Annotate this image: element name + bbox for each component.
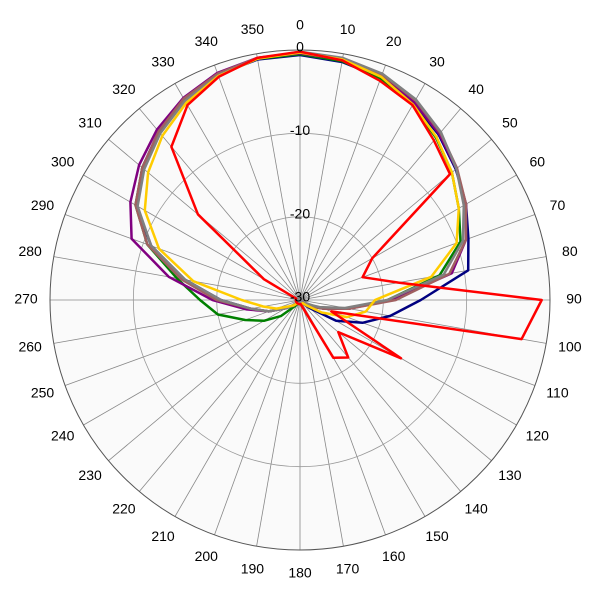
radius-tick-label: 0 bbox=[296, 39, 304, 55]
angle-tick-label: 250 bbox=[31, 384, 55, 400]
angle-tick-label: 300 bbox=[51, 154, 75, 170]
angle-tick-label: 220 bbox=[112, 501, 136, 517]
angle-tick-label: 260 bbox=[18, 338, 42, 354]
angle-tick-label: 190 bbox=[241, 561, 265, 577]
angle-tick-label: 290 bbox=[31, 197, 55, 213]
radial-grid-line bbox=[174, 299, 301, 517]
angle-tick-label: 170 bbox=[336, 561, 360, 577]
radial-grid-line bbox=[299, 299, 386, 536]
radial-grid-line bbox=[299, 299, 344, 547]
radial-grid-line bbox=[108, 299, 301, 462]
angle-tick-label: 120 bbox=[526, 428, 550, 444]
angle-tick-label: 230 bbox=[78, 467, 102, 483]
angle-tick-label: 180 bbox=[288, 565, 312, 581]
angle-tick-label: 70 bbox=[550, 197, 566, 213]
angle-tick-label: 20 bbox=[386, 33, 402, 49]
angle-tick-label: 310 bbox=[78, 115, 102, 131]
angle-tick-label: 150 bbox=[425, 528, 449, 544]
radial-grid-line bbox=[256, 53, 301, 301]
angle-tick-label: 30 bbox=[429, 53, 445, 69]
angle-tick-label: 90 bbox=[566, 291, 582, 307]
angle-tick-label: 240 bbox=[51, 428, 75, 444]
radius-tick-label: -20 bbox=[290, 205, 310, 221]
ring-grid-line bbox=[132, 132, 468, 468]
angle-tick-label: 350 bbox=[241, 21, 265, 37]
radial-grid-line bbox=[214, 64, 301, 301]
radial-grid-line bbox=[138, 299, 301, 492]
angle-tick-label: 60 bbox=[530, 154, 546, 170]
radial-grid-line bbox=[64, 299, 301, 386]
radial-grid-line bbox=[299, 299, 536, 386]
radial-grid-line bbox=[299, 83, 426, 301]
angle-tick-label: 340 bbox=[195, 33, 219, 49]
angle-tick-label: 330 bbox=[151, 53, 175, 69]
angle-tick-label: 100 bbox=[558, 338, 582, 354]
radial-grid-line bbox=[299, 256, 547, 301]
angle-tick-label: 200 bbox=[195, 548, 219, 564]
angle-tick-label: 80 bbox=[562, 243, 578, 259]
angle-tick-label: 140 bbox=[464, 501, 488, 517]
series-line bbox=[170, 50, 543, 360]
radial-grid-line bbox=[53, 299, 301, 344]
angle-tick-label: 50 bbox=[502, 115, 518, 131]
angle-tick-label: 320 bbox=[112, 81, 136, 97]
radial-grid-line bbox=[299, 299, 492, 462]
angle-tick-label: 270 bbox=[14, 291, 38, 307]
radial-grid-line bbox=[214, 299, 301, 536]
radius-tick-label: -10 bbox=[290, 122, 310, 138]
angle-tick-label: 210 bbox=[151, 528, 175, 544]
angle-tick-label: 0 bbox=[296, 17, 304, 33]
ring-grid-line bbox=[49, 49, 551, 551]
radial-grid-line bbox=[299, 174, 517, 301]
radial-grid-line bbox=[299, 214, 536, 301]
angle-tick-label: 130 bbox=[498, 467, 522, 483]
radial-grid-line bbox=[299, 64, 386, 301]
angle-tick-label: 160 bbox=[382, 548, 406, 564]
radial-grid-line bbox=[299, 138, 492, 301]
radial-grid-line bbox=[299, 53, 344, 301]
radius-tick-label: -30 bbox=[290, 289, 310, 305]
radial-grid-line bbox=[299, 299, 462, 492]
radial-grid-line bbox=[174, 83, 301, 301]
radial-grid-line bbox=[138, 108, 301, 301]
radial-grid-line bbox=[64, 214, 301, 301]
angle-tick-label: 280 bbox=[18, 243, 42, 259]
angle-tick-label: 40 bbox=[468, 81, 484, 97]
angle-tick-label: 10 bbox=[340, 21, 356, 37]
radial-grid-line bbox=[256, 299, 301, 547]
angle-tick-label: 110 bbox=[546, 384, 569, 400]
